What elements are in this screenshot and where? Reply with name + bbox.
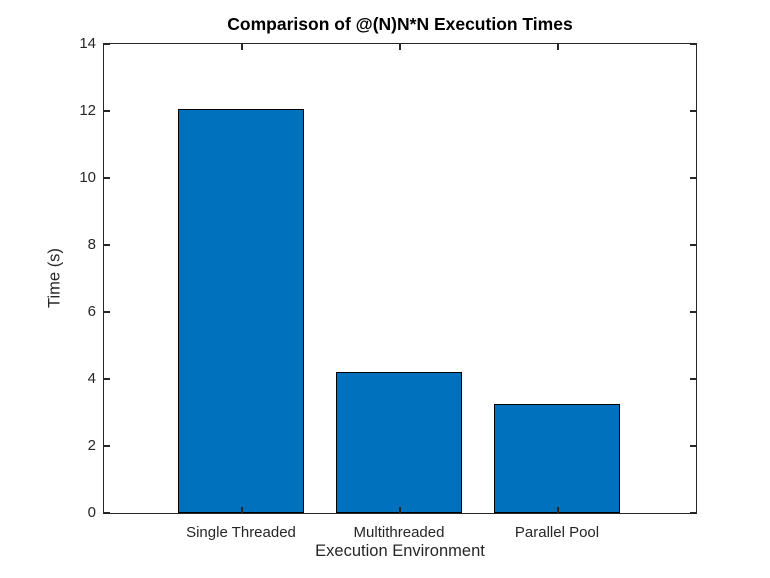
x-tick-top [557, 44, 559, 50]
bar-parallel-pool [494, 403, 620, 513]
y-tick-right [690, 177, 696, 179]
y-tick-label: 2 [87, 437, 96, 454]
y-tick-left [104, 378, 110, 380]
x-tick-label: Single Threaded [186, 524, 296, 541]
y-tick-right [690, 43, 696, 45]
y-tick-left [104, 110, 110, 112]
x-tick-top [399, 44, 401, 50]
y-tick-left [104, 512, 110, 514]
y-tick-label: 10 [79, 169, 96, 186]
y-tick-left [104, 43, 110, 45]
chart-title: Comparison of @(N)N*N Execution Times [227, 14, 573, 34]
x-tick-label: Parallel Pool [514, 524, 600, 541]
bar-single-threaded [178, 109, 304, 513]
y-tick-right [690, 512, 696, 514]
x-axis-label: Execution Environment [315, 542, 485, 560]
y-tick-label: 14 [79, 35, 96, 52]
y-tick-left [104, 244, 110, 246]
y-tick-right [690, 378, 696, 380]
y-axis-label: Time (s) [45, 248, 64, 308]
y-tick-left [104, 445, 110, 447]
y-tick-right [690, 445, 696, 447]
y-tick-label: 12 [79, 102, 96, 119]
y-tick-right [690, 244, 696, 246]
x-tick-bottom [557, 507, 559, 513]
x-tick-bottom [241, 507, 243, 513]
bar-multithreaded [336, 371, 462, 513]
y-tick-label: 6 [87, 303, 96, 320]
y-tick-label: 8 [87, 236, 96, 253]
x-tick-label: Multithreaded [353, 524, 445, 541]
x-tick-top [241, 44, 243, 50]
plot-area: Single Threaded Multithreaded Parallel Poo… [79, 35, 697, 541]
y-tick-right [690, 110, 696, 112]
y-tick-label: 0 [87, 504, 96, 521]
y-tick-label: 4 [87, 370, 96, 387]
y-tick-left [104, 177, 110, 179]
y-tick-left [104, 311, 110, 313]
y-tick-right [690, 311, 696, 313]
x-tick-bottom [399, 507, 401, 513]
